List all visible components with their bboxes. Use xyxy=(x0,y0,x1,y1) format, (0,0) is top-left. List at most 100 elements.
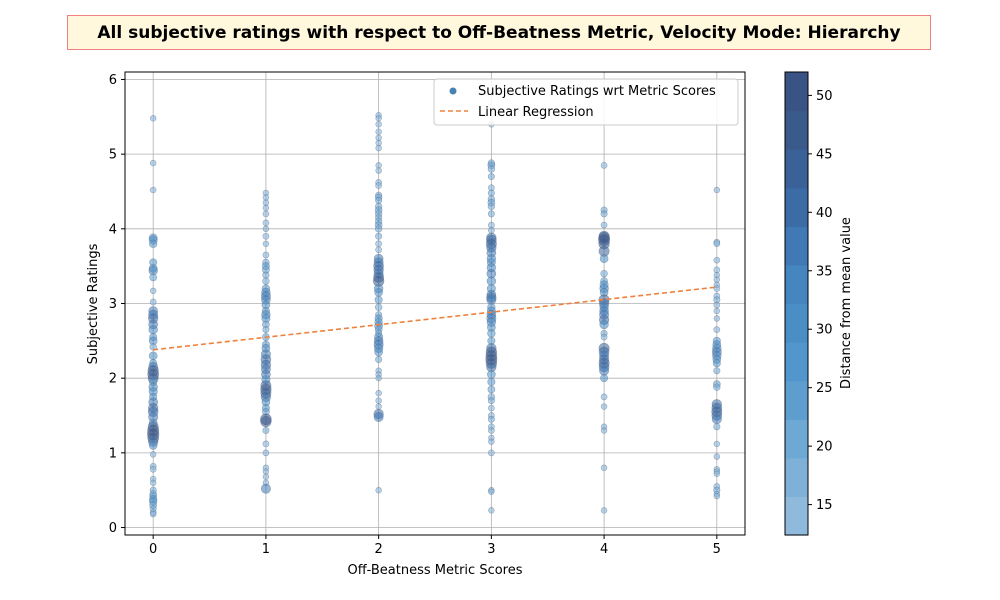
data-point xyxy=(487,397,495,405)
data-point xyxy=(713,492,721,500)
data-point xyxy=(262,473,270,480)
data-point xyxy=(713,240,721,248)
y-tick-label: 3 xyxy=(109,297,117,312)
colorbar-segment xyxy=(785,342,808,382)
data-point xyxy=(600,210,608,218)
data-point xyxy=(600,393,608,401)
colorbar-label: Distance from mean value xyxy=(839,217,854,389)
data-point xyxy=(599,319,609,330)
data-point xyxy=(488,438,495,445)
data-point xyxy=(262,426,270,434)
data-point xyxy=(262,277,270,285)
data-point xyxy=(149,343,157,351)
colorbar-frame xyxy=(784,71,809,536)
data-point xyxy=(262,232,270,240)
data-point xyxy=(149,298,157,306)
data-point xyxy=(260,415,272,428)
colorbar-tick-label: 15 xyxy=(816,498,833,513)
legend-label-scatter: Subjective Ratings wrt Metric Scores xyxy=(478,84,716,99)
data-point xyxy=(375,374,382,382)
data-point xyxy=(713,186,721,194)
data-point xyxy=(600,374,609,383)
data-point xyxy=(375,232,383,240)
data-point xyxy=(262,194,270,201)
colorbar-tick-label: 30 xyxy=(816,323,833,338)
data-point xyxy=(148,324,158,335)
data-point xyxy=(149,186,157,194)
data-point xyxy=(600,269,608,278)
data-point xyxy=(149,465,157,473)
data-point xyxy=(488,449,495,457)
data-point xyxy=(599,365,610,376)
data-point xyxy=(375,240,382,248)
colorbar-segment xyxy=(785,187,808,227)
data-point xyxy=(487,173,495,181)
data-point xyxy=(149,479,157,486)
data-point xyxy=(262,199,270,206)
colorbar-tick-label: 25 xyxy=(816,381,833,396)
colorbar-segment xyxy=(785,496,808,536)
data-point xyxy=(712,359,721,368)
colorbar-tick-label: 45 xyxy=(816,147,833,162)
data-point xyxy=(375,397,382,404)
data-point xyxy=(262,271,270,279)
data-point xyxy=(375,389,382,397)
axes-layer: 0 1 2 3 4 5 0 1 2 3 4 5 6 xyxy=(109,71,746,557)
data-point xyxy=(149,159,157,167)
y-tick-label: 6 xyxy=(109,73,117,88)
data-point xyxy=(600,333,608,341)
chart-title: All subjective ratings with respect to O… xyxy=(67,15,931,50)
data-point xyxy=(375,403,382,410)
data-point xyxy=(262,204,270,212)
data-point xyxy=(486,294,497,305)
data-point xyxy=(262,449,270,457)
data-point xyxy=(262,225,270,233)
data-point xyxy=(713,440,721,448)
data-point xyxy=(374,295,383,304)
legend: Subjective Ratings wrt Metric Scores Lin… xyxy=(433,78,739,126)
colorbar-segment xyxy=(785,419,808,459)
colorbar-segment xyxy=(785,380,808,420)
data-point xyxy=(148,351,158,361)
data-point xyxy=(713,383,721,391)
colorbar-segment xyxy=(785,149,808,189)
data-point xyxy=(149,287,157,294)
data-point xyxy=(149,273,158,282)
data-point xyxy=(375,196,383,204)
points-layer xyxy=(147,112,723,518)
data-point xyxy=(375,128,382,135)
data-point xyxy=(375,121,382,128)
data-point xyxy=(148,441,158,450)
data-point xyxy=(149,115,157,122)
data-point xyxy=(487,189,495,197)
colorbar-segment xyxy=(785,110,808,150)
data-point xyxy=(713,367,721,375)
data-point xyxy=(374,347,383,357)
data-point xyxy=(375,182,382,189)
y-tick-label: 5 xyxy=(109,148,117,163)
data-point xyxy=(600,403,608,410)
y-tick-label: 2 xyxy=(109,372,117,387)
data-point xyxy=(487,210,495,218)
data-point xyxy=(713,301,721,309)
data-point xyxy=(373,412,384,422)
data-point xyxy=(149,451,157,458)
data-point xyxy=(488,488,495,495)
colorbar-segment xyxy=(785,303,808,343)
x-axis-label: Off-Beatness Metric Scores xyxy=(347,563,522,578)
legend-marker-scatter xyxy=(449,87,457,95)
data-point xyxy=(375,167,382,174)
data-point xyxy=(713,285,721,292)
grid-layer xyxy=(125,72,745,535)
data-point xyxy=(487,202,496,211)
data-point xyxy=(600,221,608,229)
data-point xyxy=(262,210,270,218)
data-point xyxy=(375,139,382,147)
data-point xyxy=(488,226,495,234)
legend-frame xyxy=(433,78,739,126)
data-point xyxy=(262,251,270,259)
colorbar-tick-label: 50 xyxy=(816,89,833,104)
data-point xyxy=(487,385,496,394)
data-point xyxy=(262,240,270,247)
